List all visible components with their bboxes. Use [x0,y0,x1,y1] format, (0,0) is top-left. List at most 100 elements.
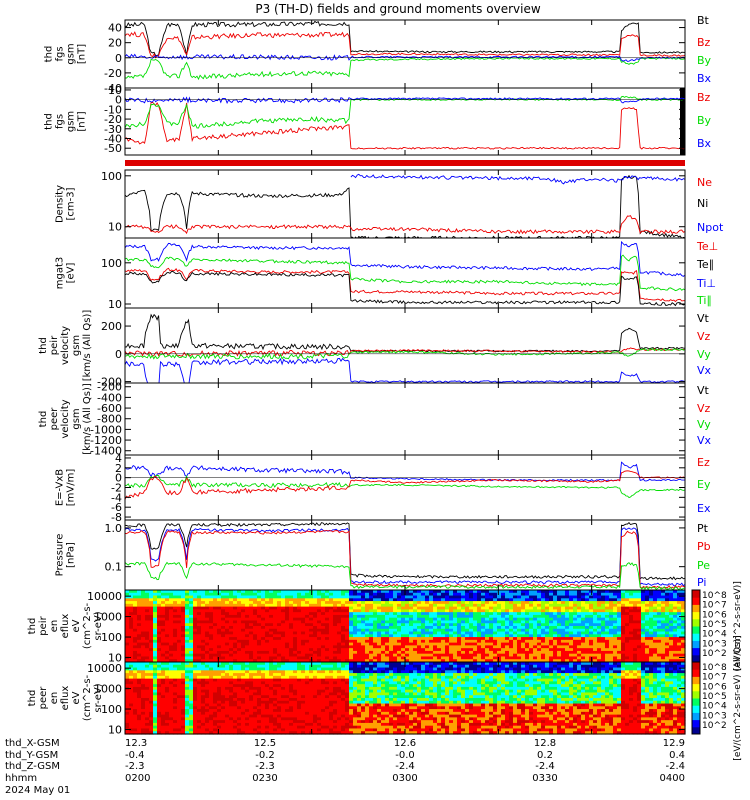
heatmap-cell [505,617,510,622]
heatmap-cell [161,711,166,716]
heatmap-cell [457,650,462,655]
heatmap-cell [265,614,270,619]
heatmap-cell [525,659,530,663]
heatmap-cell [629,609,634,613]
heatmap-cell [353,631,358,635]
heatmap-cell [245,728,250,732]
heatmap-cell [193,670,198,674]
heatmap-cell [637,634,642,638]
heatmap-cell [281,648,286,652]
heatmap-cell [269,620,274,624]
heatmap-cell [653,626,658,630]
heatmap-cell [357,628,362,633]
heatmap-cell [493,626,498,630]
heatmap-cell [505,628,510,633]
heatmap-cell [425,645,430,649]
heatmap-cell [217,653,222,658]
heatmap-cell [165,612,170,616]
heatmap-cell [649,614,654,619]
heatmap-cell [233,645,238,649]
heatmap-cell [629,592,634,597]
heatmap-cell [193,681,198,685]
heatmap-cell [133,678,138,682]
heatmap-cell [237,639,242,644]
heatmap-cell [209,606,214,610]
heatmap-cell [149,728,154,732]
heatmap-cell [305,653,310,658]
heatmap-cell [393,592,398,597]
heatmap-cell [137,717,142,721]
heatmap-cell [317,623,322,627]
heatmap-cell [137,639,142,644]
heatmap-cell [497,592,502,597]
heatmap-cell [133,592,138,597]
heatmap-cell [217,720,222,724]
heatmap-cell [125,592,130,597]
heatmap-cell [241,648,246,652]
heatmap-cell [249,717,254,721]
heatmap-cell [217,706,222,710]
heatmap-cell [249,722,254,727]
heatmap-cell [157,700,162,705]
heatmap-cell [257,722,262,727]
heatmap-cell [241,670,246,674]
heatmap-cell [281,634,286,638]
heatmap-cell [337,603,342,608]
heatmap-cell [637,592,642,597]
heatmap-cell [485,595,490,599]
heatmap-cell [609,639,614,644]
heatmap-cell [477,598,482,602]
heatmap-cell [249,642,254,646]
heatmap-cell [253,620,258,624]
heatmap-cell [161,700,166,705]
heatmap-cell [333,637,338,641]
heatmap-cell [197,689,202,694]
heatmap-cell [225,603,230,608]
heatmap-cell [205,626,210,630]
heatmap-cell [577,609,582,613]
heatmap-cell [137,642,142,646]
heatmap-cell [189,598,194,602]
heatmap-cell [201,634,206,638]
heatmap-cell [633,606,638,610]
heatmap-cell [405,601,410,605]
heatmap-cell [537,612,542,616]
heatmap-cell [669,650,674,655]
heatmap-cell [269,681,274,685]
heatmap-cell [457,639,462,644]
heatmap-cell [481,650,486,655]
heatmap-cell [657,620,662,624]
heatmap-cell [577,628,582,633]
heatmap-cell [333,639,338,644]
heatmap-cell [417,595,422,599]
heatmap-cell [245,648,250,652]
heatmap-cell [153,662,158,666]
heatmap-cell [433,650,438,655]
heatmap-cell [669,631,674,635]
heatmap-cell [269,662,274,666]
heatmap-cell [409,606,414,610]
heatmap-cell [533,601,538,605]
heatmap-cell [305,617,310,622]
heatmap-cell [601,631,606,635]
heatmap-cell [137,706,142,710]
heatmap-cell [385,628,390,633]
heatmap-cell [305,614,310,619]
heatmap-cell [481,612,486,616]
heatmap-cell [373,592,378,597]
heatmap-cell [621,614,626,619]
heatmap-cell [453,592,458,597]
heatmap-cell [381,648,386,652]
heatmap-cell [297,601,302,605]
heatmap-cell [313,595,318,599]
heatmap-cell [169,648,174,652]
heatmap-cell [669,617,674,622]
heatmap-cell [425,626,430,630]
heatmap-cell [141,692,146,696]
heatmap-cell [485,612,490,616]
heatmap-cell [297,631,302,635]
heatmap-cell [197,692,202,696]
heatmap-cell [317,603,322,608]
heatmap-cell [353,595,358,599]
heatmap-cell [221,692,226,696]
